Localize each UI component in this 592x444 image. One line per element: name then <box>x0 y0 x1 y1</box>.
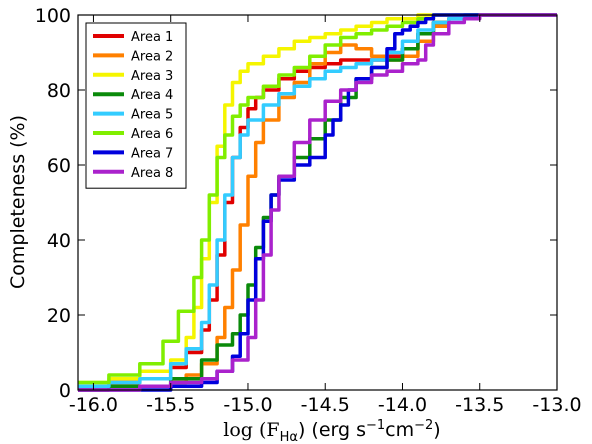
x-tick-label: -16.0 <box>69 394 118 416</box>
x-tick-label: -14.5 <box>301 394 350 416</box>
ticks-layer: -16.0 -15.5 -15.0 -14.5 -14.0 -13.5 -13.0 0 20 40… <box>35 5 582 416</box>
x-tick-label: -15.0 <box>223 394 272 416</box>
legend-label: Area 6 <box>131 127 173 142</box>
series-layer <box>78 13 557 392</box>
x-tick-label: -15.5 <box>146 394 195 416</box>
legend-label: Area 2 <box>131 49 173 64</box>
y-tick-label: 40 <box>47 230 71 252</box>
x-axis-label: log (FHα) (erg s−1cm−2) <box>223 418 440 444</box>
legend-label: Area 1 <box>131 30 173 45</box>
x-tick-label: -13.0 <box>532 394 581 416</box>
series-line-area-6 <box>78 13 557 385</box>
series-line-area-5 <box>78 13 557 389</box>
legend: Area 1 Area 2 Area 3 Area 4 Area 5 Area 6 Area… <box>85 22 187 189</box>
series-line-area-8 <box>78 13 557 392</box>
series-line-area-3 <box>78 13 557 385</box>
plot-frame <box>77 14 558 391</box>
y-tick-label: 100 <box>35 5 71 27</box>
y-tick-label: 0 <box>59 380 71 402</box>
legend-label: Area 8 <box>131 166 173 181</box>
legend-label: Area 4 <box>131 88 173 103</box>
y-axis-label: Completeness (%) <box>7 115 29 289</box>
legend-label: Area 3 <box>131 69 173 84</box>
x-tick-label: -13.5 <box>455 394 504 416</box>
legend-label: Area 7 <box>131 146 173 161</box>
y-tick-label: 80 <box>47 80 71 102</box>
legend-box <box>85 22 187 189</box>
y-tick-label: 60 <box>47 155 71 177</box>
legend-label: Area 5 <box>131 108 173 123</box>
y-tick-label: 20 <box>47 305 71 327</box>
x-tick-label: -14.0 <box>378 394 427 416</box>
